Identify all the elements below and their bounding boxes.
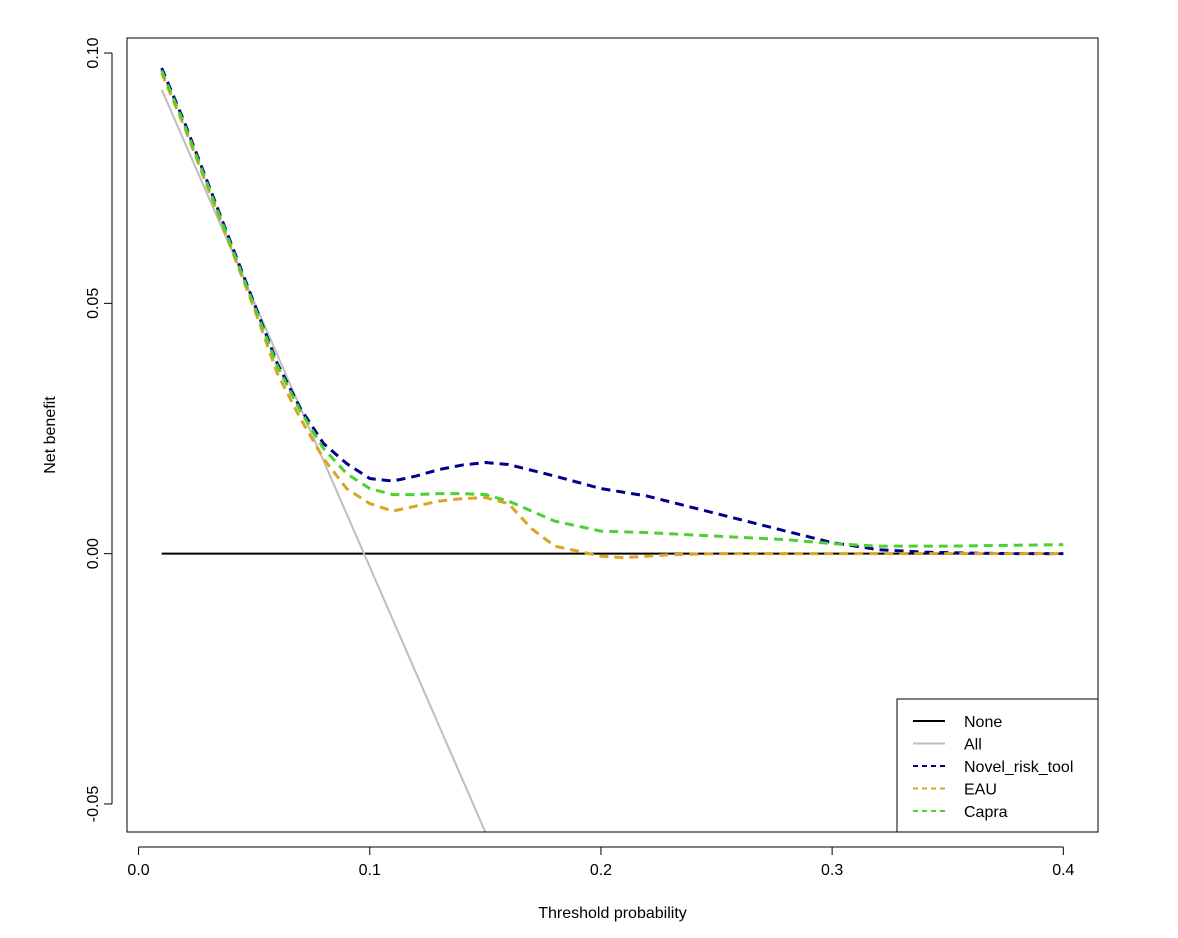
legend-label: All xyxy=(964,737,982,754)
x-tick-label: 0.1 xyxy=(359,862,381,879)
legend-label: None xyxy=(964,714,1002,731)
y-tick-label: -0.05 xyxy=(85,786,102,823)
y-tick-label: 0.00 xyxy=(85,538,102,569)
x-tick-label: 0.2 xyxy=(590,862,612,879)
y-axis-label: Net benefit xyxy=(42,396,59,474)
legend-label: Novel_risk_tool xyxy=(964,759,1073,776)
y-tick-label: 0.05 xyxy=(85,288,102,319)
x-tick-label: 0.3 xyxy=(821,862,843,879)
series-line-novel-risk-tool xyxy=(162,68,1064,554)
y-tick-label: 0.10 xyxy=(85,37,102,68)
series-line-capra xyxy=(162,71,1064,547)
x-tick-label: 0.0 xyxy=(127,862,149,879)
series-line-eau xyxy=(162,73,1064,558)
legend: None All Novel_risk_tool EAU Capra xyxy=(897,699,1098,832)
x-tick-label: 0.4 xyxy=(1052,862,1074,879)
x-axis-label: Threshold probability xyxy=(538,905,687,922)
legend-label: EAU xyxy=(964,782,997,799)
legend-label: Capra xyxy=(964,804,1008,821)
